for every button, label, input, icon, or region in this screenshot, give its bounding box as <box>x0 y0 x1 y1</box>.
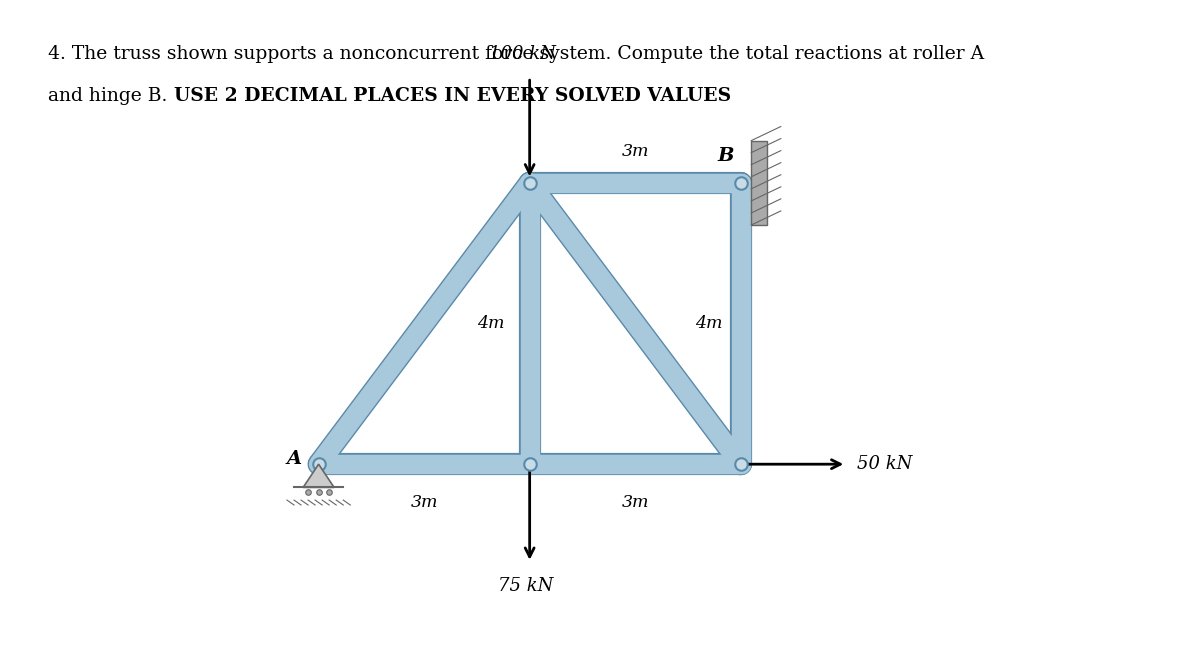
Text: 3m: 3m <box>622 494 649 511</box>
Text: USE 2 DECIMAL PLACES IN EVERY SOLVED VALUES: USE 2 DECIMAL PLACES IN EVERY SOLVED VAL… <box>174 87 731 105</box>
Text: 4m: 4m <box>478 315 505 332</box>
Text: and hinge B.: and hinge B. <box>48 87 173 105</box>
Polygon shape <box>304 464 334 487</box>
Text: 4m: 4m <box>695 315 722 332</box>
Text: 3m: 3m <box>410 494 438 511</box>
Text: 3m: 3m <box>622 142 649 160</box>
Text: 50 kN: 50 kN <box>857 455 912 473</box>
Text: 4. The truss shown supports a nonconcurrent force system. Compute the total reac: 4. The truss shown supports a nonconcurr… <box>48 45 984 63</box>
Text: 100 kN: 100 kN <box>490 45 556 63</box>
Text: B: B <box>716 147 733 165</box>
Bar <box>751 140 767 225</box>
Text: A: A <box>287 450 301 468</box>
Text: 75 kN: 75 kN <box>498 576 554 595</box>
